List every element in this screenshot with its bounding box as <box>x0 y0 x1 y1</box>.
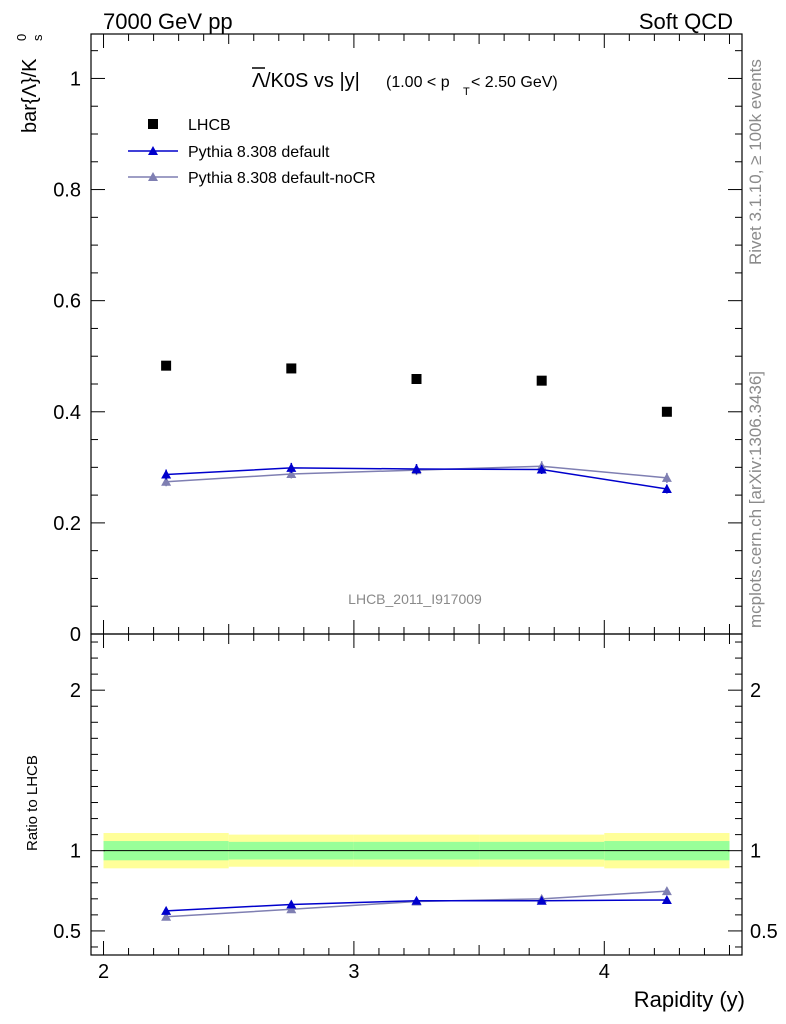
legend-label-default: Pythia 8.308 default <box>188 144 330 161</box>
ylabel-sup: 0 <box>14 34 29 41</box>
ylabel-text: bar{Λ}/K <box>19 58 41 133</box>
title-main: /K0S vs |y| <box>265 70 360 92</box>
x-tick-label: 3 <box>348 961 359 983</box>
ratio-bands <box>103 833 730 869</box>
rivet-label: Rivet 3.1.10, ≥ 100k events <box>746 59 765 265</box>
lhcb-point <box>411 374 422 384</box>
title-sub-t: T <box>463 86 470 98</box>
x-tick-label: 4 <box>599 961 610 983</box>
axis-ticks: 0 0.2 0.4 0.6 0.8 1 2 3 4 0.5 0.5 1 1 2 2 <box>53 34 778 983</box>
title-sub: (1.00 < p <box>386 74 450 91</box>
legend-label-lhcb: LHCB <box>188 117 231 134</box>
ratio-y-tick-label-right: 0.5 <box>750 921 778 943</box>
plot-frames <box>90 33 743 956</box>
y-tick-label: 0.4 <box>53 402 81 424</box>
x-axis-label: Rapidity (y) <box>634 987 745 1012</box>
ratio-default-point <box>161 905 172 915</box>
ratio-nocr-point <box>661 886 672 896</box>
analysis-watermark: LHCB_2011_I917009 <box>348 591 482 607</box>
ratio-y-tick-label-right: 1 <box>750 841 761 863</box>
default-point <box>286 462 297 472</box>
y-tick-label: 0.6 <box>53 291 81 313</box>
nocr-point <box>161 476 172 486</box>
ratio-default-point <box>536 895 547 905</box>
default-point <box>411 464 422 473</box>
lhcb-point <box>536 375 547 386</box>
default-point <box>161 469 172 479</box>
default-point <box>536 464 547 474</box>
header-left: 7000 GeV pp <box>103 9 233 34</box>
y-axis-label-main: bar{Λ}/K 0 s <box>14 34 45 133</box>
y-tick-label: 0 <box>70 624 81 646</box>
nocr-point <box>661 472 672 482</box>
data-series <box>161 360 672 921</box>
y-tick-label: 0.2 <box>53 513 81 535</box>
plot-title: Λ /K0S vs |y| (1.00 < p T < 2.50 GeV) <box>252 67 558 98</box>
ratio-frame <box>90 633 743 956</box>
default-point <box>661 484 672 493</box>
y-tick-label: 1 <box>70 68 81 90</box>
ratio-default-point <box>661 894 672 904</box>
nocr-point <box>286 469 297 478</box>
ratio-default-point <box>411 895 422 905</box>
ratio-nocr-point <box>161 911 172 921</box>
lhcb-point <box>286 363 297 374</box>
ratio-y-tick-label-left: 2 <box>70 680 81 702</box>
header-right: Soft QCD <box>639 9 733 34</box>
lhcb-point <box>661 406 672 417</box>
y-tick-label: 0.8 <box>53 180 81 202</box>
title-overline-char: Λ <box>252 70 266 92</box>
title-sub-end: < 2.50 GeV) <box>471 74 558 91</box>
legend-marker-lhcb <box>148 119 158 129</box>
lhcb-point <box>161 360 172 371</box>
ratio-nocr-point <box>286 904 297 914</box>
ratio-y-tick-label-left: 0.5 <box>53 921 81 943</box>
ylabel-sub: s <box>30 34 45 41</box>
y-axis-label-ratio: Ratio to LHCB <box>24 755 41 851</box>
legend-label-default-marker <box>148 146 158 155</box>
ratio-default-point <box>286 899 297 909</box>
x-tick-label: 2 <box>98 961 109 983</box>
ratio-y-tick-label-right: 2 <box>750 680 761 702</box>
legend-label-nocr-marker <box>148 172 158 181</box>
ratio-y-tick-label-left: 1 <box>70 841 81 863</box>
legend: LHCB Pythia 8.308 default Pythia 8.308 def… <box>128 117 376 187</box>
legend-label-nocr: Pythia 8.308 default-noCR <box>188 170 376 187</box>
mcplots-label: mcplots.cern.ch [arXiv:1306.3436] <box>746 371 765 628</box>
